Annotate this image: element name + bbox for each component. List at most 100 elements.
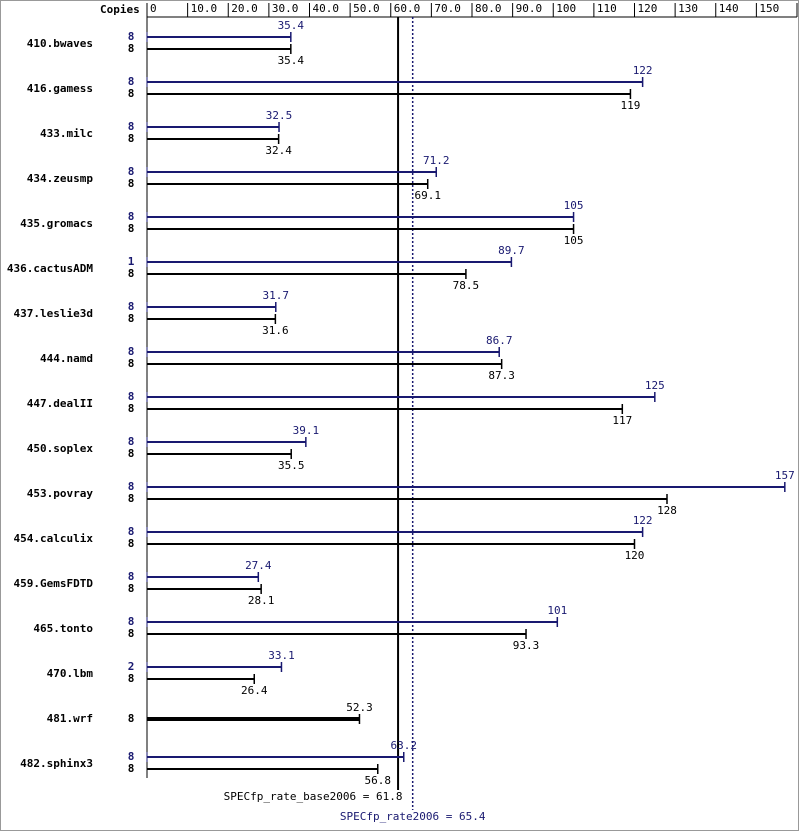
x-tick-label: 130: [678, 2, 698, 15]
value-label: 31.7: [263, 289, 290, 302]
x-tick-label: 60.0: [394, 2, 421, 15]
copies-label: 8: [128, 492, 135, 505]
copies-label: 8: [128, 267, 135, 280]
copies-label: 8: [128, 435, 135, 448]
x-tick-label: 140: [719, 2, 739, 15]
value-label: 33.1: [268, 649, 295, 662]
copies-label: 8: [128, 345, 135, 358]
copies-label: 8: [128, 390, 135, 403]
copies-label: 8: [128, 42, 135, 55]
value-label: 120: [625, 549, 645, 562]
copies-label: 8: [128, 87, 135, 100]
x-tick-label: 120: [638, 2, 658, 15]
value-label: 52.3: [346, 701, 373, 714]
x-tick-label: 90.0: [516, 2, 543, 15]
category-label: 453.povray: [27, 487, 94, 500]
category-label: 459.GemsFDTD: [14, 577, 94, 590]
copies-label: 8: [128, 582, 135, 595]
value-label: 35.5: [278, 459, 305, 472]
value-label: 89.7: [498, 244, 525, 257]
copies-label: 8: [128, 627, 135, 640]
value-label: 87.3: [488, 369, 515, 382]
value-label: 122: [633, 64, 653, 77]
copies-label: 8: [128, 447, 135, 460]
x-tick-label: 10.0: [191, 2, 218, 15]
category-label: 437.leslie3d: [14, 307, 93, 320]
category-label: 435.gromacs: [20, 217, 93, 230]
copies-label: 8: [128, 672, 135, 685]
x-tick-label: 50.0: [353, 2, 380, 15]
category-label: 433.milc: [40, 127, 93, 140]
copies-label: 8: [128, 712, 135, 725]
value-label: 27.4: [245, 559, 272, 572]
copies-label: 2: [128, 660, 135, 673]
copies-label: 8: [128, 222, 135, 235]
category-label: 454.calculix: [14, 532, 94, 545]
x-tick-label: 30.0: [272, 2, 299, 15]
category-label: 436.cactusADM: [7, 262, 93, 275]
copies-label: 8: [128, 177, 135, 190]
copies-label: 8: [128, 750, 135, 763]
value-label: 122: [633, 514, 653, 527]
category-label: 465.tonto: [33, 622, 93, 635]
value-label: 28.1: [248, 594, 275, 607]
x-tick-label: 0: [150, 2, 157, 15]
copies-label: 1: [128, 255, 135, 268]
x-tick-label: 100: [556, 2, 576, 15]
value-label: 93.3: [513, 639, 540, 652]
copies-label: 8: [128, 210, 135, 223]
x-tick-label: 80.0: [475, 2, 502, 15]
value-label: 31.6: [262, 324, 289, 337]
copies-label: 8: [128, 357, 135, 370]
category-label: 447.dealII: [27, 397, 93, 410]
x-tick-label: 70.0: [434, 2, 461, 15]
category-label: 410.bwaves: [27, 37, 93, 50]
copies-label: 8: [128, 570, 135, 583]
category-label: 470.lbm: [47, 667, 94, 680]
value-label: 105: [564, 199, 584, 212]
reference-label: SPECfp_rate_base2006 = 61.8: [224, 790, 403, 803]
value-label: 32.4: [265, 144, 292, 157]
x-tick-label: 40.0: [313, 2, 340, 15]
axis-label: Copies: [100, 3, 140, 16]
category-label: 416.gamess: [27, 82, 93, 95]
value-label: 35.4: [278, 54, 305, 67]
value-label: 101: [547, 604, 567, 617]
copies-label: 8: [128, 615, 135, 628]
copies-label: 8: [128, 132, 135, 145]
x-tick-label: 150: [759, 2, 779, 15]
value-label: 63.2: [391, 739, 418, 752]
value-label: 56.8: [365, 774, 392, 787]
value-label: 125: [645, 379, 665, 392]
value-label: 32.5: [266, 109, 293, 122]
category-label: 450.soplex: [27, 442, 94, 455]
value-label: 119: [621, 99, 641, 112]
x-tick-label: 20.0: [231, 2, 258, 15]
copies-label: 8: [128, 300, 135, 313]
category-label: 434.zeusmp: [27, 172, 94, 185]
category-label: 481.wrf: [47, 712, 93, 725]
copies-label: 8: [128, 30, 135, 43]
category-label: 444.namd: [40, 352, 93, 365]
value-label: 71.2: [423, 154, 450, 167]
copies-label: 8: [128, 165, 135, 178]
copies-label: 8: [128, 75, 135, 88]
copies-label: 8: [128, 312, 135, 325]
value-label: 35.4: [278, 19, 305, 32]
copies-label: 8: [128, 525, 135, 538]
value-label: 39.1: [293, 424, 320, 437]
x-tick-label: 110: [597, 2, 617, 15]
copies-label: 8: [128, 762, 135, 775]
value-label: 86.7: [486, 334, 513, 347]
value-label: 128: [657, 504, 677, 517]
copies-label: 8: [128, 537, 135, 550]
value-label: 69.1: [414, 189, 441, 202]
copies-label: 8: [128, 480, 135, 493]
value-label: 78.5: [453, 279, 480, 292]
copies-label: 8: [128, 120, 135, 133]
copies-label: 8: [128, 402, 135, 415]
value-label: 117: [612, 414, 632, 427]
